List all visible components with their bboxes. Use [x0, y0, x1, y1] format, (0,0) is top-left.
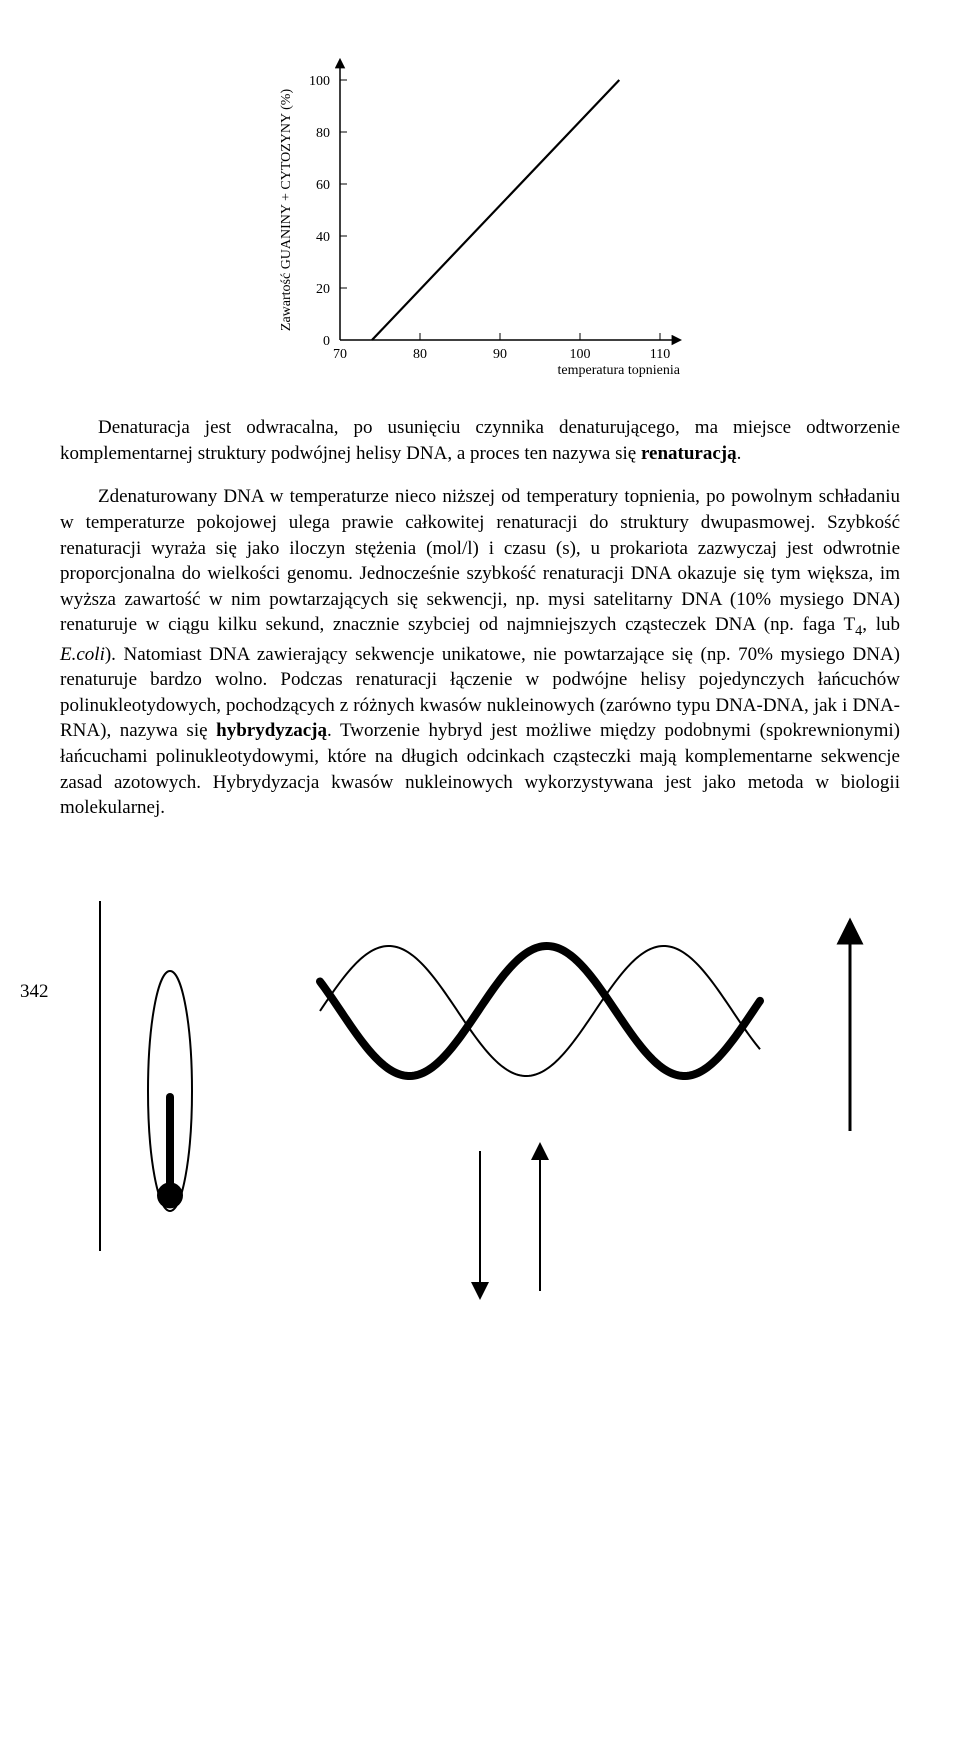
- svg-text:Zawartość GUANINY + CYTOZYNY (: Zawartość GUANINY + CYTOZYNY (%): [279, 89, 294, 332]
- para-a: Zdenaturowany DNA w temperaturze nieco n…: [60, 486, 900, 635]
- renaturation-diagram: 342: [60, 861, 900, 1301]
- svg-text:80: 80: [316, 126, 330, 141]
- page: 708090100110020406080100temperatura topn…: [0, 0, 960, 1301]
- svg-text:100: 100: [309, 74, 330, 89]
- caption-text-b: .: [737, 443, 742, 464]
- svg-text:70: 70: [333, 347, 347, 362]
- svg-text:60: 60: [316, 178, 330, 193]
- para-c: , lub: [862, 614, 900, 635]
- svg-text:40: 40: [316, 230, 330, 245]
- svg-text:110: 110: [650, 347, 670, 362]
- caption-text-a: Denaturacja jest odwracalna, po usunięci…: [60, 417, 900, 464]
- svg-text:90: 90: [493, 347, 507, 362]
- page-number: 342: [20, 981, 49, 1003]
- gc-melting-chart: 708090100110020406080100temperatura topn…: [260, 40, 700, 385]
- chart-svg: 708090100110020406080100temperatura topn…: [260, 40, 700, 380]
- main-paragraph: Zdenaturowany DNA w temperaturze nieco n…: [60, 484, 900, 821]
- caption-paragraph: Denaturacja jest odwracalna, po usunięci…: [60, 415, 900, 466]
- svg-text:80: 80: [413, 347, 427, 362]
- caption-bold: renaturacją: [641, 443, 737, 464]
- para-bold: hybrydyzacją: [216, 720, 327, 741]
- para-italic: E.coli: [60, 644, 105, 665]
- diagram-svg: [60, 861, 900, 1301]
- svg-text:0: 0: [323, 334, 330, 349]
- svg-text:20: 20: [316, 282, 330, 297]
- svg-text:temperatura topnienia: temperatura topnienia: [558, 363, 681, 378]
- svg-text:100: 100: [570, 347, 591, 362]
